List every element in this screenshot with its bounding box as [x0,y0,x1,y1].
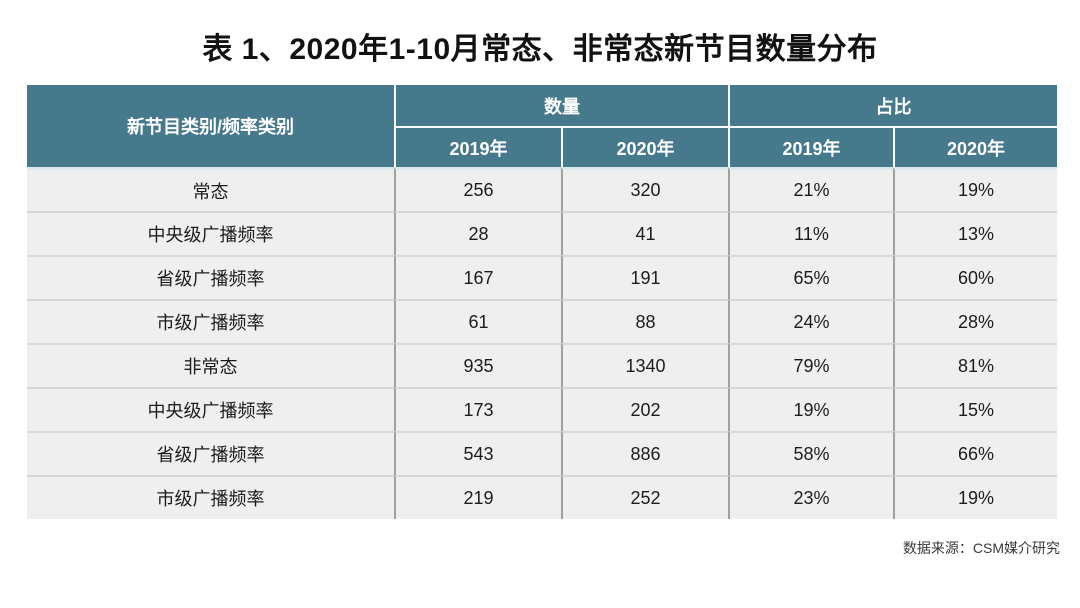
pct-2019-cell: 23% [728,475,893,519]
pct-2020-cell: 28% [893,299,1057,343]
row-label-cell: 市级广播频率 [27,475,394,519]
table-row: 中央级广播频率 28 41 11% 13% [27,211,1057,255]
qty-2020-cell: 886 [561,431,728,475]
header-qty-2020: 2020年 [561,126,728,167]
row-label-cell: 非常态 [27,343,394,387]
table-row: 非常态 935 1340 79% 81% [27,343,1057,387]
header-qty-2019: 2019年 [394,126,561,167]
header-share-group: 占比 [728,85,1057,126]
header-category: 新节目类别/频率类别 [27,85,394,167]
qty-2019-cell: 61 [394,299,561,343]
pct-2019-cell: 65% [728,255,893,299]
table-row: 常态 256 320 21% 19% [27,167,1057,211]
pct-2020-cell: 19% [893,167,1057,211]
pct-2019-cell: 21% [728,167,893,211]
qty-2020-cell: 252 [561,475,728,519]
qty-2019-cell: 167 [394,255,561,299]
qty-2020-cell: 202 [561,387,728,431]
qty-2019-cell: 173 [394,387,561,431]
table-row: 省级广播频率 167 191 65% 60% [27,255,1057,299]
pct-2019-cell: 58% [728,431,893,475]
qty-2020-cell: 41 [561,211,728,255]
qty-2020-cell: 191 [561,255,728,299]
pct-2020-cell: 66% [893,431,1057,475]
qty-2019-cell: 543 [394,431,561,475]
pct-2019-cell: 24% [728,299,893,343]
row-label-cell: 常态 [27,167,394,211]
pct-2020-cell: 60% [893,255,1057,299]
pct-2019-cell: 79% [728,343,893,387]
qty-2019-cell: 256 [394,167,561,211]
row-label-cell: 中央级广播频率 [27,387,394,431]
row-label-cell: 市级广播频率 [27,299,394,343]
row-label-cell: 省级广播频率 [27,431,394,475]
table-header: 新节目类别/频率类别 数量 占比 2019年 2020年 2019年 2020年 [27,85,1057,167]
qty-2019-cell: 28 [394,211,561,255]
qty-2019-cell: 935 [394,343,561,387]
header-share-2019: 2019年 [728,126,893,167]
qty-2020-cell: 320 [561,167,728,211]
pct-2019-cell: 11% [728,211,893,255]
qty-2019-cell: 219 [394,475,561,519]
table-row: 市级广播频率 61 88 24% 28% [27,299,1057,343]
table-body: 常态 256 320 21% 19% 中央级广播频率 28 41 11% 13%… [27,167,1057,519]
qty-2020-cell: 1340 [561,343,728,387]
pct-2020-cell: 19% [893,475,1057,519]
pct-2020-cell: 13% [893,211,1057,255]
table-row: 中央级广播频率 173 202 19% 15% [27,387,1057,431]
header-share-2020: 2020年 [893,126,1057,167]
table-title: 表 1、2020年1-10月常态、非常态新节目数量分布 [202,33,878,66]
pct-2020-cell: 81% [893,343,1057,387]
header-quantity-group: 数量 [394,85,728,126]
pct-2019-cell: 19% [728,387,893,431]
data-source-note: 数据来源：CSM媒介研究 [902,540,1060,556]
table-row: 省级广播频率 543 886 58% 66% [27,431,1057,475]
program-stats-table: 新节目类别/频率类别 数量 占比 2019年 2020年 2019年 2020年… [27,85,1057,519]
row-label-cell: 省级广播频率 [27,255,394,299]
pct-2020-cell: 15% [893,387,1057,431]
row-label-cell: 中央级广播频率 [27,211,394,255]
table-row: 市级广播频率 219 252 23% 19% [27,475,1057,519]
qty-2020-cell: 88 [561,299,728,343]
